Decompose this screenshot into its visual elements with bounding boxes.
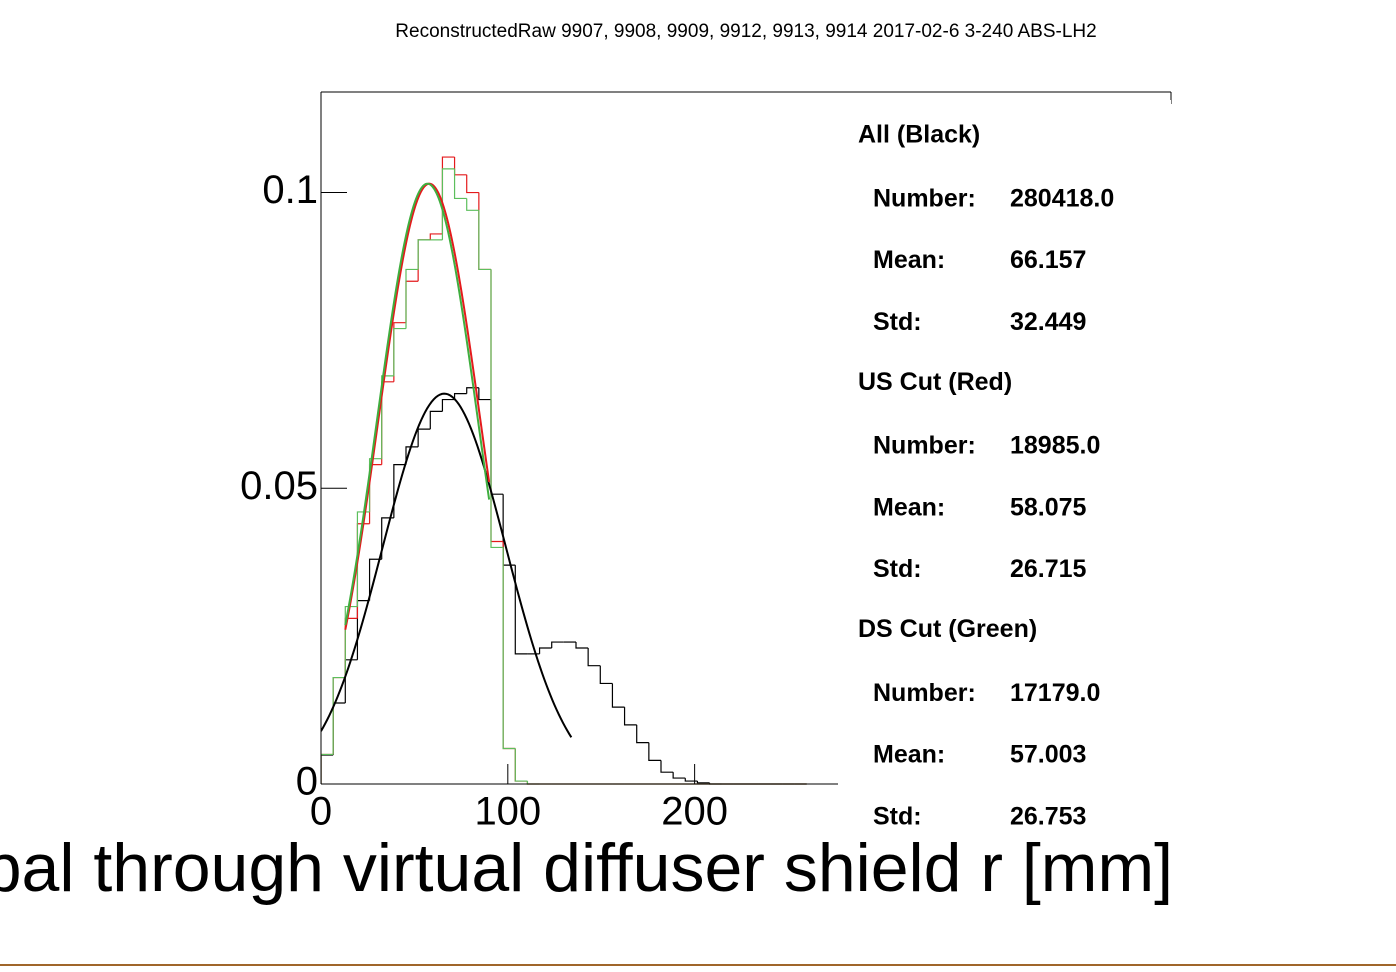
histogram-bin xyxy=(636,724,649,744)
x-tick-label: 200 xyxy=(661,790,728,834)
histogram-bin xyxy=(514,748,528,782)
histogram-bin xyxy=(405,446,419,465)
x-tick-label: 0 xyxy=(310,790,332,834)
histogram-bin xyxy=(441,168,455,240)
plot-area xyxy=(321,156,807,785)
histogram-bin xyxy=(611,683,625,708)
stats-value: 26.715 xyxy=(1010,555,1087,583)
histogram-bin xyxy=(453,168,467,200)
stats-group-title: DS Cut (Green) xyxy=(858,615,1037,643)
histogram-bin xyxy=(696,781,710,784)
histogram-bin xyxy=(453,157,467,176)
chart-title: ReconstructedRaw 9907, 9908, 9909, 9912,… xyxy=(395,21,1096,42)
histogram-bin xyxy=(405,280,419,323)
fit-curve xyxy=(344,182,491,630)
histogram-bin xyxy=(393,327,406,376)
histogram-bin xyxy=(478,192,491,271)
y-tick-label: 0 xyxy=(296,760,318,804)
histogram-bin xyxy=(344,605,358,678)
histogram-bin xyxy=(575,642,589,649)
histogram-bin xyxy=(490,399,504,495)
stats-value: 32.449 xyxy=(1010,308,1086,336)
histogram-bin xyxy=(368,558,382,601)
histogram-bin xyxy=(417,428,431,447)
stats-label: Mean: xyxy=(873,493,945,521)
stats-value: 280418.0 xyxy=(1010,184,1114,212)
histogram-bin xyxy=(441,398,455,412)
y-tick-label: 0.1 xyxy=(262,168,318,212)
histogram-bin xyxy=(599,665,613,685)
histogram-bin xyxy=(405,268,419,329)
histogram-bin xyxy=(684,778,698,782)
histogram-bin xyxy=(502,494,516,566)
histogram-bin xyxy=(381,375,394,459)
stats-label: Std: xyxy=(873,802,922,830)
histogram-bin xyxy=(417,239,431,270)
histogram-bin xyxy=(587,647,601,667)
stats-group-title: All (Black) xyxy=(858,121,980,149)
stats-label: Number: xyxy=(873,184,976,212)
histogram-bin xyxy=(478,387,491,401)
stats-label: Number: xyxy=(873,679,976,707)
histogram-bin xyxy=(514,565,528,655)
histogram-bin xyxy=(332,676,346,755)
histogram-bin xyxy=(417,239,431,282)
histogram-bin xyxy=(672,772,686,779)
histogram-bin xyxy=(393,464,406,518)
stats: All (Black) Number: 280418.0 Mean: 66.157 Std… xyxy=(858,121,1114,831)
fit-curve xyxy=(344,182,491,626)
histogram-bin xyxy=(490,269,504,549)
stats-label: Mean: xyxy=(873,741,945,769)
histogram-bin xyxy=(466,198,479,211)
histogram-bin xyxy=(321,753,334,784)
histogram-bin xyxy=(623,707,637,726)
stats-group-title: US Cut (Red) xyxy=(858,368,1012,396)
fit-curve xyxy=(321,392,573,738)
x-axis-title: bal through virtual diffuser shield r [m… xyxy=(0,830,1173,906)
stats-label: Mean: xyxy=(873,246,945,274)
histogram-bin xyxy=(368,458,382,512)
histogram-bin xyxy=(344,659,358,703)
stats-value: 26.753 xyxy=(1010,802,1086,830)
histogram-bin xyxy=(321,753,334,784)
histogram-bin xyxy=(514,748,528,782)
stats-value: 17179.0 xyxy=(1010,679,1100,707)
histogram-bin xyxy=(648,742,661,761)
stats-label: Number: xyxy=(873,432,976,460)
histogram-bin xyxy=(502,547,516,750)
stats-value: 66.157 xyxy=(1010,246,1086,274)
histogram-bin xyxy=(660,760,674,773)
histogram-bin xyxy=(551,641,564,648)
histogram-bin xyxy=(466,387,479,394)
histogram-bin xyxy=(321,754,334,784)
histogram-bin xyxy=(538,647,552,654)
histogram-bin xyxy=(393,322,406,382)
histogram-bin xyxy=(332,702,346,756)
x-tick-label: 100 xyxy=(474,790,541,834)
stats-value: 57.003 xyxy=(1010,741,1086,769)
histogram-bin xyxy=(429,233,443,240)
stats-value: 18985.0 xyxy=(1010,432,1100,460)
stats-box xyxy=(838,100,1171,840)
histogram-bin xyxy=(381,381,394,465)
histogram-bin xyxy=(478,210,491,271)
stats-label: Std: xyxy=(873,555,922,583)
stats-label: Std: xyxy=(873,308,922,336)
y-tick-label: 0.05 xyxy=(240,464,318,508)
stats-value: 58.075 xyxy=(1010,493,1087,521)
histogram-bin xyxy=(466,174,479,194)
histogram-bin xyxy=(453,393,467,400)
histogram-bin xyxy=(332,676,346,755)
histogram-bin xyxy=(429,410,443,430)
